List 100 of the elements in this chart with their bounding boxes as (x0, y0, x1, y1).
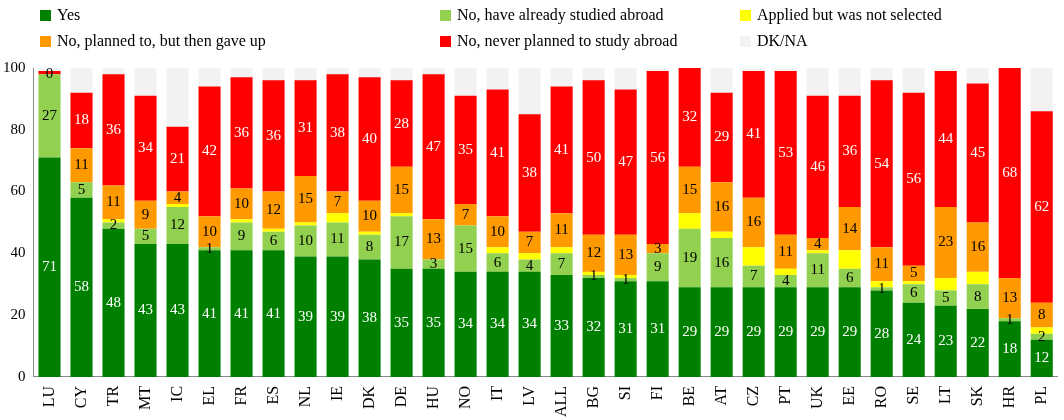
bar (902, 281, 925, 285)
bar (422, 219, 445, 260)
data-label: 0 (45, 65, 54, 82)
bar (582, 278, 605, 377)
bar (870, 247, 893, 282)
bar (774, 68, 797, 72)
x-tick-label: IC (167, 385, 185, 402)
data-label: 36 (842, 142, 858, 159)
data-label: 36 (234, 123, 250, 140)
bar (550, 247, 573, 254)
bar (230, 77, 253, 189)
data-label: 10 (490, 222, 506, 239)
data-label: 29 (682, 323, 698, 340)
x-tick-label: BG (583, 385, 601, 409)
data-label: 6 (845, 268, 854, 285)
bar (678, 166, 701, 214)
x-tick-label: CZ (743, 385, 761, 407)
data-label: 34 (138, 139, 154, 156)
data-label: 6 (269, 231, 278, 248)
bar (806, 250, 829, 254)
bar (998, 68, 1021, 279)
bar (678, 213, 701, 229)
bar (134, 95, 157, 201)
bar (486, 271, 509, 377)
data-label: 1 (1005, 310, 1014, 327)
bar (454, 271, 477, 377)
data-label: 11 (106, 193, 121, 210)
data-label: 24 (906, 330, 922, 347)
bar (774, 268, 797, 275)
data-label: 7 (525, 233, 534, 250)
data-label: 41 (234, 304, 250, 321)
bar (166, 68, 189, 127)
bar (294, 256, 317, 377)
data-label: 43 (170, 301, 186, 318)
bar (166, 126, 189, 192)
data-label: 18 (1002, 340, 1018, 357)
bar (742, 265, 765, 288)
bar (582, 80, 605, 235)
bar (806, 253, 829, 288)
bar (422, 68, 445, 75)
bar (550, 86, 573, 214)
x-tick-label: NL (295, 385, 313, 408)
data-label: 27 (42, 106, 58, 123)
bar (902, 284, 925, 303)
bar (966, 83, 989, 223)
x-tick-label: RO (871, 385, 889, 409)
data-label: 38 (362, 309, 378, 326)
data-label: 47 (426, 137, 442, 154)
data-label: 4 (813, 235, 822, 252)
bar (70, 148, 93, 183)
bar (582, 234, 605, 272)
bar (454, 68, 477, 96)
x-tick-label: ALL (551, 385, 569, 418)
data-label: 13 (1002, 289, 1018, 306)
bar (70, 197, 93, 377)
data-label: 35 (394, 313, 410, 330)
bar (678, 68, 701, 167)
data-label: 16 (746, 213, 762, 230)
data-label: 4 (525, 256, 534, 273)
data-label: 48 (106, 293, 122, 310)
data-label: 11 (874, 255, 889, 272)
data-label: 36 (266, 126, 282, 143)
bar (390, 166, 413, 214)
bar (102, 68, 125, 75)
data-label: 41 (266, 304, 282, 321)
bar (838, 68, 861, 96)
data-label: 13 (426, 230, 442, 247)
data-label: 14 (842, 219, 858, 236)
data-label: 43 (138, 301, 154, 318)
data-label: 12 (266, 201, 282, 218)
bar (70, 68, 93, 93)
bar (646, 71, 669, 245)
bar (934, 290, 957, 306)
legend-label: No, planned to, but then gave up (57, 32, 266, 50)
data-label: 34 (490, 315, 506, 332)
bar (262, 68, 285, 81)
data-label: 34 (522, 315, 538, 332)
data-label: 2 (109, 216, 118, 233)
bar (550, 253, 573, 275)
x-tick-label: SK (967, 385, 985, 407)
bar (294, 68, 317, 81)
bar (614, 68, 637, 90)
bar (710, 92, 733, 183)
x-tick-label: LU (39, 385, 57, 408)
bar (838, 250, 861, 269)
x-tick-label: LV (519, 385, 537, 406)
bar (454, 225, 477, 272)
data-label: 5 (909, 264, 918, 281)
data-label: 5 (941, 289, 950, 306)
y-tick-label: 100 (3, 58, 26, 75)
data-label: 32 (586, 318, 602, 335)
data-label: 5 (77, 180, 86, 197)
data-label: 41 (202, 304, 218, 321)
bar (934, 68, 957, 72)
bar (774, 234, 797, 269)
data-label: 29 (842, 323, 858, 340)
data-label: 16 (714, 197, 730, 214)
data-label: 35 (426, 313, 442, 330)
bar (710, 237, 733, 288)
data-label: 23 (938, 233, 954, 250)
